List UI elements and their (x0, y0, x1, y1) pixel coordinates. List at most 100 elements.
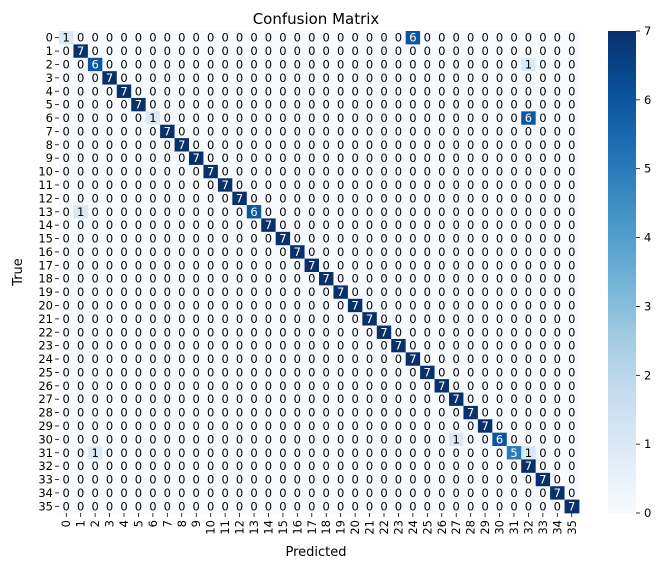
cell-value-label: 0 (265, 499, 272, 513)
cell-value-label: 0 (525, 245, 532, 259)
cell-value-label: 6 (496, 432, 503, 446)
heatmap-cell (203, 138, 219, 152)
cell-value-label: 0 (193, 459, 200, 473)
heatmap-cell (405, 312, 421, 326)
cell-value-label: 0 (63, 473, 70, 487)
cell-value-label: 0 (178, 365, 185, 379)
heatmap-cell (160, 245, 175, 260)
cell-value-label: 0 (438, 57, 445, 71)
x-tick-label: 8 (175, 520, 189, 527)
cell-value-label: 0 (438, 285, 445, 299)
heatmap-cell (420, 272, 435, 286)
x-tick-label: 23 (391, 520, 405, 535)
cell-value-label: 0 (323, 432, 330, 446)
heatmap-cell (131, 245, 147, 260)
cell-value-label: 0 (351, 272, 358, 286)
heatmap-cell (189, 312, 204, 326)
cell-value-label: 0 (409, 285, 416, 299)
cell-value-label: 0 (568, 325, 575, 339)
heatmap-cell (102, 31, 118, 45)
cell-value-label: 0 (539, 191, 546, 205)
cell-value-label: 0 (337, 124, 344, 138)
cell-value-label: 0 (193, 419, 200, 433)
cell-value-label: 0 (207, 178, 214, 192)
heatmap-cell (506, 164, 522, 179)
heatmap-cell (145, 44, 161, 59)
heatmap-cell (160, 231, 175, 246)
heatmap-cell (550, 84, 565, 99)
cell-value-label: 7 (467, 406, 474, 420)
heatmap-cell (59, 124, 74, 139)
cell-value-label: 0 (510, 111, 517, 125)
heatmap-cell (319, 298, 334, 313)
cell-value-label: 0 (554, 473, 561, 487)
cell-value-label: 0 (294, 365, 301, 379)
heatmap-cell (116, 245, 132, 260)
cell-value-label: 0 (164, 31, 171, 45)
heatmap-cell (535, 285, 551, 300)
cell-value-label: 0 (193, 312, 200, 326)
cell-value-label: 0 (193, 473, 200, 487)
heatmap-cell (449, 178, 464, 193)
heatmap-cell (304, 272, 320, 286)
cell-value-label: 0 (380, 258, 387, 272)
cell-value-label: 0 (91, 499, 98, 513)
heatmap-cell (174, 151, 190, 166)
heatmap-cell (275, 151, 291, 166)
heatmap-cell (492, 218, 508, 233)
heatmap-cell (564, 285, 580, 300)
cell-value-label: 0 (308, 44, 315, 58)
cell-value-label: 0 (351, 84, 358, 98)
heatmap-cell (391, 218, 407, 233)
heatmap-cell (319, 191, 334, 206)
cell-value-label: 0 (63, 392, 70, 406)
heatmap-cell (87, 178, 103, 193)
cell-value-label: 0 (63, 419, 70, 433)
heatmap-cell (73, 218, 89, 233)
cell-value-label: 0 (481, 446, 488, 460)
cell-value-label: 0 (164, 258, 171, 272)
heatmap-cell (564, 138, 580, 152)
cell-value-label: 0 (395, 258, 402, 272)
cell-value-label: 7 (178, 138, 185, 152)
cell-value-label: 1 (63, 31, 70, 45)
cell-value-label: 0 (539, 272, 546, 286)
heatmap-cell (59, 71, 74, 85)
heatmap-cell (261, 57, 277, 72)
heatmap-cell (347, 31, 363, 45)
x-tick-label: 34 (550, 520, 564, 535)
cell-value-label: 0 (323, 392, 330, 406)
heatmap-cell (261, 31, 277, 45)
cell-value-label: 0 (164, 406, 171, 420)
cell-value-label: 0 (77, 352, 84, 366)
heatmap-cell (376, 191, 392, 206)
cell-value-label: 0 (438, 272, 445, 286)
heatmap-cell (333, 84, 349, 99)
heatmap-cell (73, 124, 89, 139)
cell-value-label: 0 (164, 205, 171, 219)
heatmap-cell (420, 111, 435, 126)
x-tick-label: 22 (377, 520, 391, 535)
heatmap-cell (492, 124, 508, 139)
cell-value-label: 0 (279, 379, 286, 393)
cell-value-label: 0 (568, 138, 575, 152)
heatmap-cell (477, 205, 493, 219)
heatmap-cell (304, 285, 320, 300)
heatmap-cell (564, 272, 580, 286)
heatmap-cell (174, 31, 190, 45)
cell-value-label: 0 (366, 138, 373, 152)
cell-value-label: 0 (395, 205, 402, 219)
cell-value-label: 0 (106, 446, 113, 460)
cell-value-label: 7 (106, 71, 113, 85)
cell-value-label: 0 (438, 325, 445, 339)
cell-value-label: 0 (337, 432, 344, 446)
cell-value-label: 0 (135, 486, 142, 500)
heatmap-cell (506, 272, 522, 286)
cell-value-label: 0 (236, 406, 243, 420)
cell-value-label: 0 (467, 419, 474, 433)
cell-value-label: 0 (236, 84, 243, 98)
heatmap-cell (319, 312, 334, 326)
heatmap-cell (420, 312, 435, 326)
heatmap-cell (362, 111, 378, 126)
cell-value-label: 0 (91, 339, 98, 353)
